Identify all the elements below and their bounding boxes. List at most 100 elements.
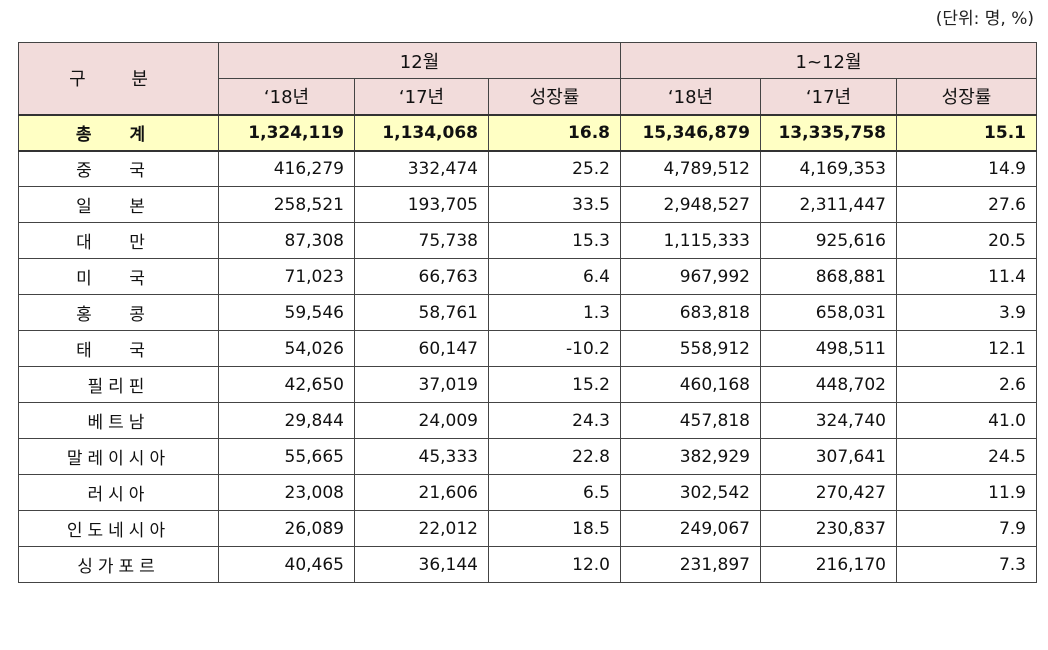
header-cell: 1~12월 bbox=[620, 42, 1037, 79]
value-cell: 12.0 bbox=[488, 546, 621, 583]
value-cell: 6.4 bbox=[488, 258, 621, 295]
row-label: 싱가포르 bbox=[18, 546, 219, 583]
row-label: 중 국 bbox=[18, 150, 219, 187]
data-row: 미 국 71,023 66,763 6.4 967,992 868,881 11.4 bbox=[18, 258, 1037, 295]
value-cell: 11.9 bbox=[896, 474, 1037, 511]
value-cell: 23,008 bbox=[218, 474, 355, 511]
value-cell: 448,702 bbox=[760, 366, 897, 403]
value-cell: -10.2 bbox=[488, 330, 621, 367]
value-cell: 683,818 bbox=[620, 294, 761, 331]
row-label: 일 본 bbox=[18, 186, 219, 223]
value-cell: 37,019 bbox=[354, 366, 489, 403]
data-row: 일 본 258,521 193,705 33.5 2,948,527 2,311,447 2… bbox=[18, 186, 1037, 223]
value-cell: 58,761 bbox=[354, 294, 489, 331]
value-cell: 40,465 bbox=[218, 546, 355, 583]
value-cell: 24.5 bbox=[896, 438, 1037, 475]
data-row: 필리핀 42,650 37,019 15.2 460,168 448,702 2.6 bbox=[18, 366, 1037, 403]
data-row: 대 만 87,308 75,738 15.3 1,115,333 925,616 20.5 bbox=[18, 222, 1037, 259]
value-cell: 60,147 bbox=[354, 330, 489, 367]
value-cell: 558,912 bbox=[620, 330, 761, 367]
value-cell: 71,023 bbox=[218, 258, 355, 295]
value-cell: 25.2 bbox=[488, 150, 621, 187]
value-cell: 231,897 bbox=[620, 546, 761, 583]
value-cell: 15.3 bbox=[488, 222, 621, 259]
value-cell: 24.3 bbox=[488, 402, 621, 439]
value-cell: 21,606 bbox=[354, 474, 489, 511]
value-cell: 16.8 bbox=[488, 113, 621, 152]
total-row: 총 계 1,324,119 1,134,068 16.8 15,346,879 13,33… bbox=[18, 113, 1037, 152]
row-label: 러시아 bbox=[18, 474, 219, 511]
value-cell: 457,818 bbox=[620, 402, 761, 439]
value-cell: 1,115,333 bbox=[620, 222, 761, 259]
value-cell: 20.5 bbox=[896, 222, 1037, 259]
value-cell: 24,009 bbox=[354, 402, 489, 439]
row-label: 홍 콩 bbox=[18, 294, 219, 331]
value-cell: 22.8 bbox=[488, 438, 621, 475]
value-cell: 324,740 bbox=[760, 402, 897, 439]
value-cell: 54,026 bbox=[218, 330, 355, 367]
value-cell: 1,324,119 bbox=[218, 113, 355, 152]
subheader-cell: ‘18년 bbox=[218, 78, 355, 115]
value-cell: 45,333 bbox=[354, 438, 489, 475]
subheader-cell: 성장률 bbox=[488, 78, 621, 115]
value-cell: 75,738 bbox=[354, 222, 489, 259]
value-cell: 868,881 bbox=[760, 258, 897, 295]
data-row: 싱가포르 40,465 36,144 12.0 231,897 216,170 7.3 bbox=[18, 546, 1037, 583]
value-cell: 41.0 bbox=[896, 402, 1037, 439]
value-cell: 230,837 bbox=[760, 510, 897, 547]
value-cell: 42,650 bbox=[218, 366, 355, 403]
value-cell: 249,067 bbox=[620, 510, 761, 547]
subheader-row: ‘18년 ‘17년 성장률 ‘18년 ‘17년 성장률 bbox=[19, 78, 1037, 115]
row-label: 베트남 bbox=[18, 402, 219, 439]
value-cell: 26,089 bbox=[218, 510, 355, 547]
value-cell: 59,546 bbox=[218, 294, 355, 331]
value-cell: 460,168 bbox=[620, 366, 761, 403]
value-cell: 382,929 bbox=[620, 438, 761, 475]
data-row: 베트남 29,844 24,009 24.3 457,818 324,740 41.0 bbox=[18, 402, 1037, 439]
header-row: 구 분 12월 1~12월 bbox=[18, 42, 1037, 115]
row-label: 인도네시아 bbox=[18, 510, 219, 547]
data-row: 말레이시아 55,665 45,333 22.8 382,929 307,641 24.5 bbox=[18, 438, 1037, 475]
value-cell: 15.2 bbox=[488, 366, 621, 403]
value-cell: 216,170 bbox=[760, 546, 897, 583]
value-cell: 7.9 bbox=[896, 510, 1037, 547]
subheader-cell: ‘17년 bbox=[760, 78, 897, 115]
value-cell: 22,012 bbox=[354, 510, 489, 547]
subheader-cell: ‘18년 bbox=[620, 78, 761, 115]
value-cell: 18.5 bbox=[488, 510, 621, 547]
table-body: 구 분 12월 1~12월 ‘18년 ‘17년 성장률 ‘18년 ‘17년 성장률 총 계 1,32… bbox=[18, 42, 1037, 583]
value-cell: 258,521 bbox=[218, 186, 355, 223]
value-cell: 87,308 bbox=[218, 222, 355, 259]
value-cell: 498,511 bbox=[760, 330, 897, 367]
value-cell: 1,134,068 bbox=[354, 113, 489, 152]
header-cell: 구 분 bbox=[18, 42, 219, 115]
value-cell: 3.9 bbox=[896, 294, 1037, 331]
value-cell: 11.4 bbox=[896, 258, 1037, 295]
value-cell: 66,763 bbox=[354, 258, 489, 295]
value-cell: 4,169,353 bbox=[760, 150, 897, 187]
value-cell: 13,335,758 bbox=[760, 113, 897, 152]
value-cell: 7.3 bbox=[896, 546, 1037, 583]
value-cell: 33.5 bbox=[488, 186, 621, 223]
value-cell: 307,641 bbox=[760, 438, 897, 475]
data-row: 홍 콩 59,546 58,761 1.3 683,818 658,031 3.9 bbox=[18, 294, 1037, 331]
row-label: 대 만 bbox=[18, 222, 219, 259]
value-cell: 1.3 bbox=[488, 294, 621, 331]
value-cell: 4,789,512 bbox=[620, 150, 761, 187]
unit-note: (단위: 명, %) bbox=[935, 9, 1034, 29]
value-cell: 14.9 bbox=[896, 150, 1037, 187]
data-row: 중 국 416,279 332,474 25.2 4,789,512 4,169,353 1… bbox=[18, 150, 1037, 187]
value-cell: 15.1 bbox=[896, 113, 1037, 152]
value-cell: 29,844 bbox=[218, 402, 355, 439]
value-cell: 193,705 bbox=[354, 186, 489, 223]
value-cell: 302,542 bbox=[620, 474, 761, 511]
value-cell: 27.6 bbox=[896, 186, 1037, 223]
data-row: 러시아 23,008 21,606 6.5 302,542 270,427 11.9 bbox=[18, 474, 1037, 511]
value-cell: 416,279 bbox=[218, 150, 355, 187]
value-cell: 36,144 bbox=[354, 546, 489, 583]
value-cell: 332,474 bbox=[354, 150, 489, 187]
value-cell: 658,031 bbox=[760, 294, 897, 331]
data-row: 인도네시아 26,089 22,012 18.5 249,067 230,837 7.9 bbox=[18, 510, 1037, 547]
value-cell: 2.6 bbox=[896, 366, 1037, 403]
